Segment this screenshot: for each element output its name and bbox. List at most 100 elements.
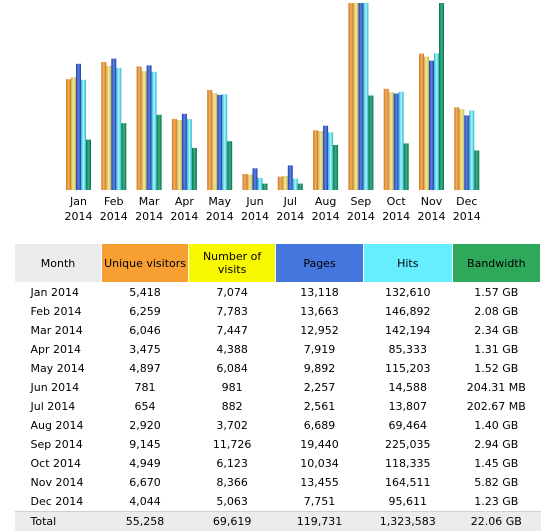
- cell-unique-visitors: 4,897: [129, 362, 161, 375]
- bar-unique-visitors: [207, 89, 213, 190]
- cell-month: Oct 2014: [30, 457, 82, 470]
- cell-month: Apr 2014: [30, 343, 82, 356]
- cell-hits: 164,511: [385, 476, 431, 489]
- bar-pages: [111, 58, 117, 190]
- table-row: May 2014 4,897 6,084 9,892 115,203 1.52 GB: [15, 359, 541, 378]
- x-tick-label-year: 2014: [135, 210, 163, 223]
- cell-number-of-visits: 5,063: [216, 495, 248, 508]
- bar-unique-visitors: [101, 62, 107, 190]
- bar-number-of-visits: [424, 56, 429, 190]
- cell-bandwidth: 5.82 GB: [474, 476, 519, 489]
- cell-unique-visitors: 2,920: [129, 419, 161, 432]
- cell-month: May 2014: [30, 362, 85, 375]
- cell-bandwidth: 204.31 MB: [466, 381, 526, 394]
- cell-unique-visitors: 3,475: [129, 343, 161, 356]
- cell-hits: 95,611: [388, 495, 428, 508]
- bar-bandwidth: [368, 95, 374, 190]
- bar-bandwidth: [297, 183, 303, 190]
- bar-hits: [434, 53, 439, 190]
- bar-hits: [222, 94, 228, 190]
- bar-hits: [257, 177, 263, 190]
- bar-unique-visitors: [171, 118, 177, 190]
- cell-unique-visitors: 5,418: [129, 286, 161, 299]
- table-row: Aug 2014 2,920 3,702 6,689 69,464 1.40 GB: [15, 416, 541, 435]
- cell-hits: 132,610: [385, 286, 431, 299]
- cell-month: Feb 2014: [30, 305, 82, 318]
- bar-hits: [151, 71, 157, 190]
- x-tick-label-year: 2014: [312, 210, 340, 223]
- bar-pages: [358, 3, 364, 190]
- cell-hits: 115,203: [385, 362, 431, 375]
- monthly-history-chart: Jan 2014 Feb 2014 Mar 2014 Apr 2014 May 2014 Jun 20…: [65, 3, 481, 223]
- total-label: Total: [14, 511, 102, 531]
- cell-bandwidth: 1.40 GB: [474, 419, 519, 432]
- bar-pages: [393, 93, 399, 190]
- x-tick-label-month: Feb: [104, 195, 123, 208]
- total-unique-visitors: 55,258: [101, 511, 189, 531]
- bar-bandwidth: [333, 145, 339, 190]
- bar-number-of-visits: [247, 174, 253, 190]
- x-tick-label-year: 2014: [241, 210, 269, 223]
- bar-bandwidth: [156, 114, 162, 190]
- cell-bandwidth: 1.57 GB: [474, 286, 519, 299]
- column-header-number-of-visits: Number of visits: [188, 243, 277, 283]
- bar-pages: [252, 168, 258, 190]
- table-header-row: Month Unique visitors Number of visits P…: [13, 243, 542, 283]
- cell-bandwidth: 202.67 MB: [466, 400, 526, 413]
- table-row: Jun 2014 781 981 2,257 14,588 204.31 MB: [15, 378, 541, 397]
- cell-month: Nov 2014: [30, 476, 84, 489]
- cell-unique-visitors: 6,670: [129, 476, 161, 489]
- cell-unique-visitors: 781: [134, 381, 156, 394]
- bar-bandwidth: [86, 139, 91, 190]
- bar-pages: [323, 125, 329, 190]
- total-hits: 1,323,583: [363, 511, 453, 531]
- table-row: Jan 2014 5,418 7,074 13,118 132,610 1.57 GB: [15, 283, 541, 303]
- bar-bandwidth: [262, 183, 268, 190]
- cell-unique-visitors: 9,145: [129, 438, 161, 451]
- x-tick-label-year: 2014: [100, 210, 128, 223]
- cell-number-of-visits: 3,702: [216, 419, 248, 432]
- cell-month: Dec 2014: [30, 495, 84, 508]
- x-tick-label-month: Sep: [351, 195, 372, 208]
- table-total-row: Total 55,258 69,619 119,731 1,323,583 22…: [14, 511, 541, 531]
- x-tick-label-year: 2014: [276, 210, 304, 223]
- bar-hits: [292, 178, 298, 190]
- bar-hits: [81, 79, 86, 190]
- cell-pages: 9,892: [303, 362, 336, 375]
- bar-unique-visitors: [277, 176, 283, 190]
- cell-hits: 225,035: [385, 438, 431, 451]
- cell-pages: 13,455: [300, 476, 339, 489]
- bar-pages: [464, 115, 470, 190]
- bar-pages: [181, 113, 187, 190]
- table-row: Apr 2014 3,475 4,388 7,919 85,333 1.31 GB: [15, 340, 541, 359]
- bar-hits: [116, 67, 122, 190]
- x-tick-label-month: May: [208, 195, 231, 208]
- monthly-stats-table: Month Unique visitors Number of visits P…: [13, 243, 542, 531]
- x-tick-label-year: 2014: [206, 210, 234, 223]
- column-header-hits: Hits: [362, 243, 453, 283]
- table-row: Sep 2014 9,145 11,726 19,440 225,035 2.94 GB: [15, 435, 541, 454]
- x-tick-label-year: 2014: [418, 210, 446, 223]
- cell-hits: 118,335: [385, 457, 431, 470]
- column-header-pages: Pages: [275, 243, 364, 283]
- cell-pages: 12,952: [300, 324, 339, 337]
- cell-bandwidth: 1.52 GB: [474, 362, 519, 375]
- cell-unique-visitors: 6,259: [129, 305, 161, 318]
- cell-bandwidth: 1.31 GB: [474, 343, 519, 356]
- table-row: Jul 2014 654 882 2,561 13,807 202.67 MB: [15, 397, 541, 416]
- cell-month: Sep 2014: [30, 438, 83, 451]
- chart-x-labels: Jan 2014 Feb 2014 Mar 2014 Apr 2014 May 2014 Jun 20…: [65, 195, 481, 223]
- cell-unique-visitors: 6,046: [129, 324, 161, 337]
- cell-pages: 2,257: [303, 381, 336, 394]
- cell-number-of-visits: 6,123: [216, 457, 248, 470]
- cell-unique-visitors: 4,044: [129, 495, 161, 508]
- cell-pages: 7,751: [303, 495, 336, 508]
- cell-number-of-visits: 7,783: [216, 305, 248, 318]
- bar-number-of-visits: [141, 71, 147, 190]
- chart-bars: [66, 3, 480, 190]
- cell-month: Jan 2014: [30, 286, 79, 299]
- bar-bandwidth: [474, 150, 480, 190]
- x-tick-label-year: 2014: [347, 210, 375, 223]
- bar-unique-visitors: [454, 107, 460, 190]
- x-tick-label-month: Mar: [139, 195, 160, 208]
